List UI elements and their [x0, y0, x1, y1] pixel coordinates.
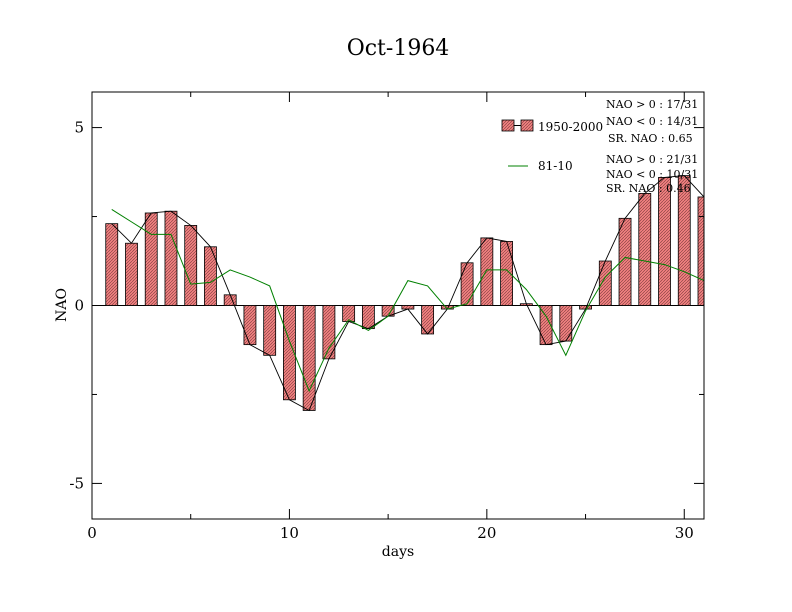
x-tick-label: 10	[280, 524, 299, 542]
bar-day-8	[243, 305, 257, 346]
x-tick-label: 30	[675, 524, 694, 542]
bar-day-29	[658, 176, 671, 306]
stat-1-nao-positive: NAO > 0 : 17/31	[606, 98, 698, 111]
bar-day-13	[342, 305, 356, 322]
bar-day-20	[480, 237, 494, 306]
stat-1-nao-negative: NAO < 0 : 14/31	[606, 115, 698, 128]
plot-area	[92, 175, 704, 412]
legend: 1950-2000 81-10	[501, 119, 603, 173]
stat-1-sr-nao: SR. NAO : 0.65	[608, 132, 693, 145]
bar-day-11	[302, 305, 316, 411]
bar-day-4	[164, 210, 178, 306]
series-line-1950-2000	[111, 175, 704, 412]
bar-day-7	[223, 294, 237, 306]
bar-day-30	[677, 175, 691, 306]
bar-day-5	[184, 225, 198, 306]
stat-2-nao-positive: NAO > 0 : 21/31	[606, 153, 698, 166]
bar-day-1	[105, 223, 119, 306]
bar-day-6	[204, 246, 217, 306]
bar-day-28	[638, 193, 652, 306]
y-tick-label: 5	[74, 119, 84, 137]
legend-label-81-10: 81-10	[538, 159, 573, 173]
stat-2-sr-nao: SR. NAO : 0.46	[606, 182, 691, 195]
axis-ticks: 0 10 20 30 -5 0 5	[69, 92, 704, 542]
legend-swatch-bar-left	[501, 119, 515, 132]
bar-day-9	[263, 305, 277, 356]
bar-day-19	[460, 262, 474, 306]
bar-day-17	[421, 305, 435, 335]
y-tick-label: 0	[74, 297, 84, 315]
y-tick-label: -5	[69, 474, 84, 492]
x-tick-label: 0	[87, 524, 97, 542]
stats-group-2: NAO > 0 : 21/31 NAO < 0 : 10/31 SR. NAO …	[606, 153, 698, 195]
series-line-81-10	[111, 209, 704, 393]
x-axis-label: days	[382, 544, 414, 560]
stat-2-nao-negative: NAO < 0 : 10/31	[606, 168, 698, 181]
chart-title: Oct-1964	[347, 36, 450, 61]
bar-day-2	[125, 242, 138, 306]
bar-day-24	[559, 305, 573, 342]
y-axis-label: NAO	[54, 288, 70, 322]
x-tick-label: 20	[477, 524, 496, 542]
legend-swatch-bar-right	[520, 119, 534, 132]
bar-day-16	[401, 305, 415, 310]
bar-day-3	[144, 212, 158, 306]
legend-label-1950-2000: 1950-2000	[538, 120, 603, 134]
bar-day-14	[361, 305, 375, 330]
stats-group-1: NAO > 0 : 17/31 NAO < 0 : 14/31 SR. NAO …	[606, 98, 698, 145]
bar-day-31	[697, 196, 704, 306]
